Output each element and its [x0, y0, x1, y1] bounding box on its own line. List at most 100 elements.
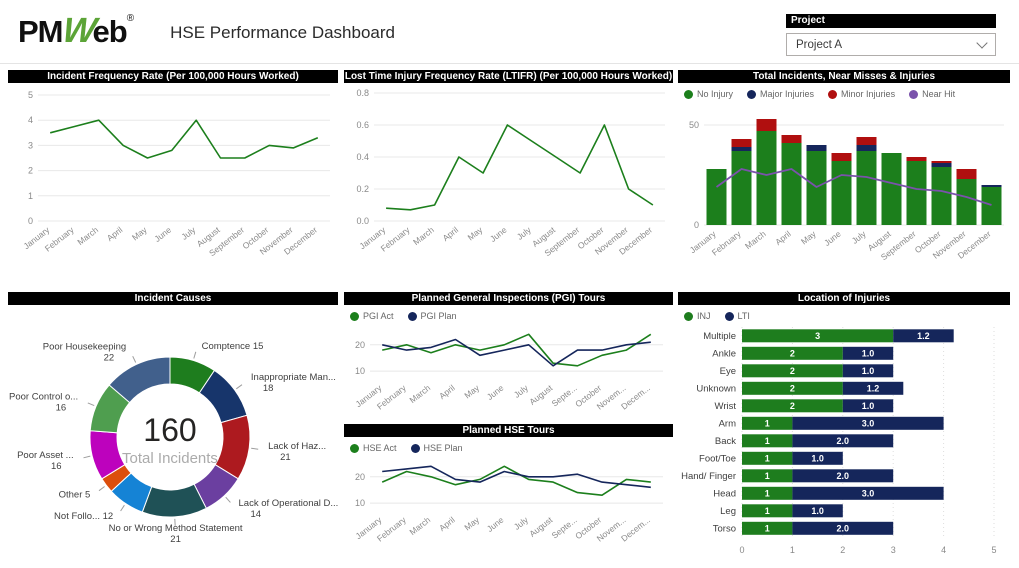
incident-causes-donut-chart[interactable]: Comptence 15 Inappropriate Man...18 Lack o…	[8, 305, 338, 559]
svg-text:3: 3	[891, 545, 896, 555]
chart-legend: HSE Act HSE Plan	[344, 437, 673, 455]
legend-item[interactable]: PGI Act	[350, 311, 394, 321]
legend-dot-icon	[909, 89, 919, 99]
project-dropdown-value: Project A	[796, 38, 843, 51]
svg-text:Foot/Toe: Foot/Toe	[699, 453, 736, 464]
svg-text:April: April	[437, 383, 457, 401]
panel-incident-frequency-rate: Incident Frequency Rate (Per 100,000 Hou…	[8, 70, 338, 283]
legend-label: INJ	[697, 311, 711, 321]
legend-item[interactable]: Major Injuries	[747, 89, 814, 99]
chevron-down-icon	[976, 37, 988, 49]
svg-text:June: June	[485, 515, 506, 534]
svg-text:1.0: 1.0	[811, 506, 824, 516]
panel-location-of-injuries: Location of Injuries INJ LTI 0 1 2 3 4 5 Multip…	[678, 292, 1010, 559]
svg-text:4: 4	[941, 545, 946, 555]
legend-label: PGI Act	[363, 311, 394, 321]
svg-text:April: April	[441, 225, 461, 243]
svg-text:10: 10	[355, 498, 365, 508]
svg-text:14: 14	[251, 509, 262, 520]
svg-text:2: 2	[790, 383, 795, 393]
legend-dot-icon	[407, 311, 417, 321]
svg-text:Lack of Operational D...: Lack of Operational D...	[239, 498, 339, 509]
legend-item[interactable]: Near Hit	[909, 89, 955, 99]
location-of-injuries-chart[interactable]: 0 1 2 3 4 5 Multiple 3 1.2 Ankle 2 1.0 Eye 2 1.0 Unknow…	[678, 323, 1010, 559]
svg-text:Head: Head	[713, 488, 736, 499]
svg-text:April: April	[105, 225, 125, 243]
svg-text:3: 3	[28, 140, 33, 150]
svg-text:0: 0	[694, 220, 699, 230]
svg-text:March: March	[743, 229, 768, 252]
project-dropdown[interactable]: Project A	[786, 33, 996, 56]
logo-w: W	[59, 10, 97, 50]
svg-text:2.0: 2.0	[837, 471, 850, 481]
svg-text:Inappropriate Man...: Inappropriate Man...	[251, 372, 336, 383]
svg-text:May: May	[130, 224, 149, 242]
legend-dot-icon	[350, 443, 359, 453]
panel-total-incidents: Total Incidents, Near Misses & Injuries …	[678, 70, 1010, 283]
legend-dot-icon	[684, 311, 693, 321]
chart-title: Planned HSE Tours	[344, 424, 673, 437]
svg-text:May: May	[462, 382, 481, 400]
svg-text:2: 2	[28, 166, 33, 176]
svg-text:21: 21	[280, 452, 291, 463]
svg-text:July: July	[179, 224, 198, 242]
svg-text:March: March	[407, 515, 432, 538]
svg-text:1: 1	[765, 506, 770, 516]
svg-text:March: March	[411, 225, 436, 248]
svg-text:18: 18	[263, 383, 274, 394]
svg-text:May: May	[799, 228, 818, 246]
svg-text:March: March	[407, 383, 432, 406]
svg-text:March: March	[75, 225, 100, 248]
chart-title: Planned General Inspections (PGI) Tours	[344, 292, 673, 305]
legend-label: HSE Act	[363, 443, 397, 453]
legend-item[interactable]: INJ	[684, 311, 711, 321]
svg-text:June: June	[488, 225, 509, 244]
svg-text:Lack of Haz...: Lack of Haz...	[268, 441, 326, 452]
svg-text:Not Follo... 12: Not Follo... 12	[54, 511, 113, 522]
svg-text:Septe...: Septe...	[550, 383, 579, 409]
svg-text:2: 2	[790, 401, 795, 411]
legend-item[interactable]: HSE Act	[350, 443, 397, 453]
panel-hse-tours: Planned HSE Tours HSE Act HSE Plan 10 20 Ja…	[344, 424, 673, 557]
svg-text:2: 2	[790, 366, 795, 376]
svg-text:1: 1	[765, 488, 770, 498]
chart-title: Total Incidents, Near Misses & Injuries	[678, 70, 1010, 83]
svg-text:16: 16	[56, 403, 67, 414]
svg-text:Eye: Eye	[720, 366, 736, 377]
legend-item[interactable]: HSE Plan	[410, 443, 463, 453]
svg-text:Torso: Torso	[713, 523, 736, 534]
svg-text:3.0: 3.0	[862, 418, 875, 428]
svg-text:2.0: 2.0	[837, 436, 850, 446]
legend-item[interactable]: LTI	[724, 311, 750, 321]
svg-text:50: 50	[689, 120, 699, 130]
legend-dot-icon	[350, 311, 359, 321]
svg-text:1: 1	[765, 471, 770, 481]
legend-label: Near Hit	[922, 89, 956, 99]
svg-text:May: May	[466, 224, 485, 242]
legend-dot-icon	[747, 89, 757, 99]
svg-text:June: June	[822, 229, 843, 248]
legend-dot-icon	[684, 89, 693, 99]
svg-text:4: 4	[28, 115, 33, 125]
svg-text:July: July	[512, 382, 531, 400]
svg-text:Poor Control o...: Poor Control o...	[9, 392, 78, 403]
chart-legend: INJ LTI	[678, 305, 1010, 323]
legend-item[interactable]: No Injury	[684, 89, 733, 99]
svg-text:1.0: 1.0	[811, 453, 824, 463]
legend-item[interactable]: Minor Injuries	[828, 89, 895, 99]
legend-label: LTI	[737, 311, 750, 321]
svg-text:16: 16	[51, 461, 62, 472]
svg-text:21: 21	[170, 534, 181, 545]
legend-item[interactable]: PGI Plan	[407, 311, 457, 321]
svg-text:April: April	[437, 515, 457, 533]
svg-text:0.4: 0.4	[356, 152, 369, 162]
logo-eb: eb	[92, 13, 128, 49]
legend-label: PGI Plan	[420, 311, 457, 321]
svg-text:0: 0	[28, 216, 33, 226]
